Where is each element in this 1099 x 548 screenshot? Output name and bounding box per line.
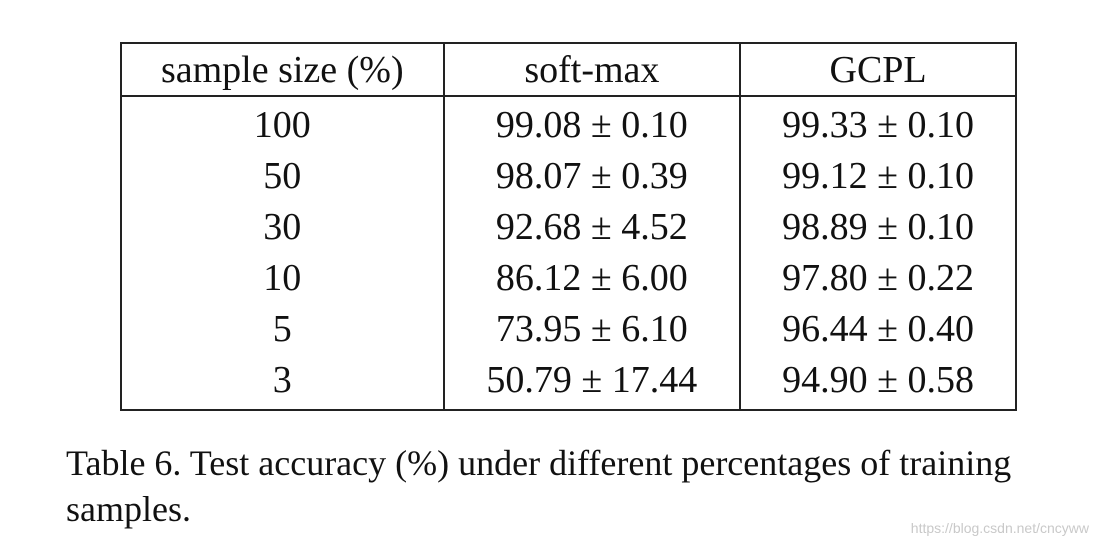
header-gcpl: GCPL	[740, 43, 1016, 97]
table-row: 100 99.08 ± 0.10 99.33 ± 0.10	[121, 96, 1016, 150]
cell-softmax: 73.95 ± 6.10	[443, 303, 742, 354]
watermark: https://blog.csdn.net/cncyww	[910, 520, 1089, 536]
table-row: 3 50.79 ± 17.44 94.90 ± 0.58	[121, 354, 1016, 410]
cell-gcpl: 99.12 ± 0.10	[782, 154, 974, 197]
cell-gcpl: 98.89 ± 0.10	[782, 205, 974, 248]
table-row: 10 86.12 ± 6.00 97.80 ± 0.22	[121, 252, 1016, 303]
cell-sample-size: 3	[121, 354, 445, 410]
cell-gcpl: 97.80 ± 0.22	[782, 256, 974, 299]
cell-sample-size: 10	[121, 252, 445, 303]
results-table: sample size (%) soft-max GCPL 100 99.08 …	[120, 42, 1017, 411]
cell-softmax: 86.12 ± 6.00	[443, 252, 742, 303]
table-body: 100 99.08 ± 0.10 99.33 ± 0.10 50 98.07 ±…	[121, 96, 1016, 410]
cell-softmax: 50.79 ± 17.44	[443, 354, 742, 410]
cell-softmax: 99.08 ± 0.10	[443, 96, 742, 150]
cell-gcpl: 94.90 ± 0.58	[782, 358, 974, 401]
cell-sample-size: 50	[121, 150, 445, 201]
table-caption: Table 6. Test accuracy (%) under differe…	[66, 443, 1012, 529]
cell-gcpl: 99.33 ± 0.10	[782, 103, 974, 146]
header-row: sample size (%) soft-max GCPL	[121, 43, 1016, 97]
cell-sample-size: 30	[121, 201, 445, 252]
table-row: 50 98.07 ± 0.39 99.12 ± 0.10	[121, 150, 1016, 201]
table-row: 30 92.68 ± 4.52 98.89 ± 0.10	[121, 201, 1016, 252]
table-row: 5 73.95 ± 6.10 96.44 ± 0.40	[121, 303, 1016, 354]
table-header: sample size (%) soft-max GCPL	[121, 43, 1016, 97]
cell-softmax: 98.07 ± 0.39	[443, 150, 742, 201]
cell-gcpl: 96.44 ± 0.40	[782, 307, 974, 350]
header-softmax: soft-max	[443, 43, 742, 97]
header-sample-size: sample size (%)	[121, 43, 445, 97]
cell-softmax: 92.68 ± 4.52	[443, 201, 742, 252]
results-table-container: sample size (%) soft-max GCPL 100 99.08 …	[120, 42, 1017, 411]
cell-sample-size: 100	[121, 96, 445, 150]
cell-sample-size: 5	[121, 303, 445, 354]
